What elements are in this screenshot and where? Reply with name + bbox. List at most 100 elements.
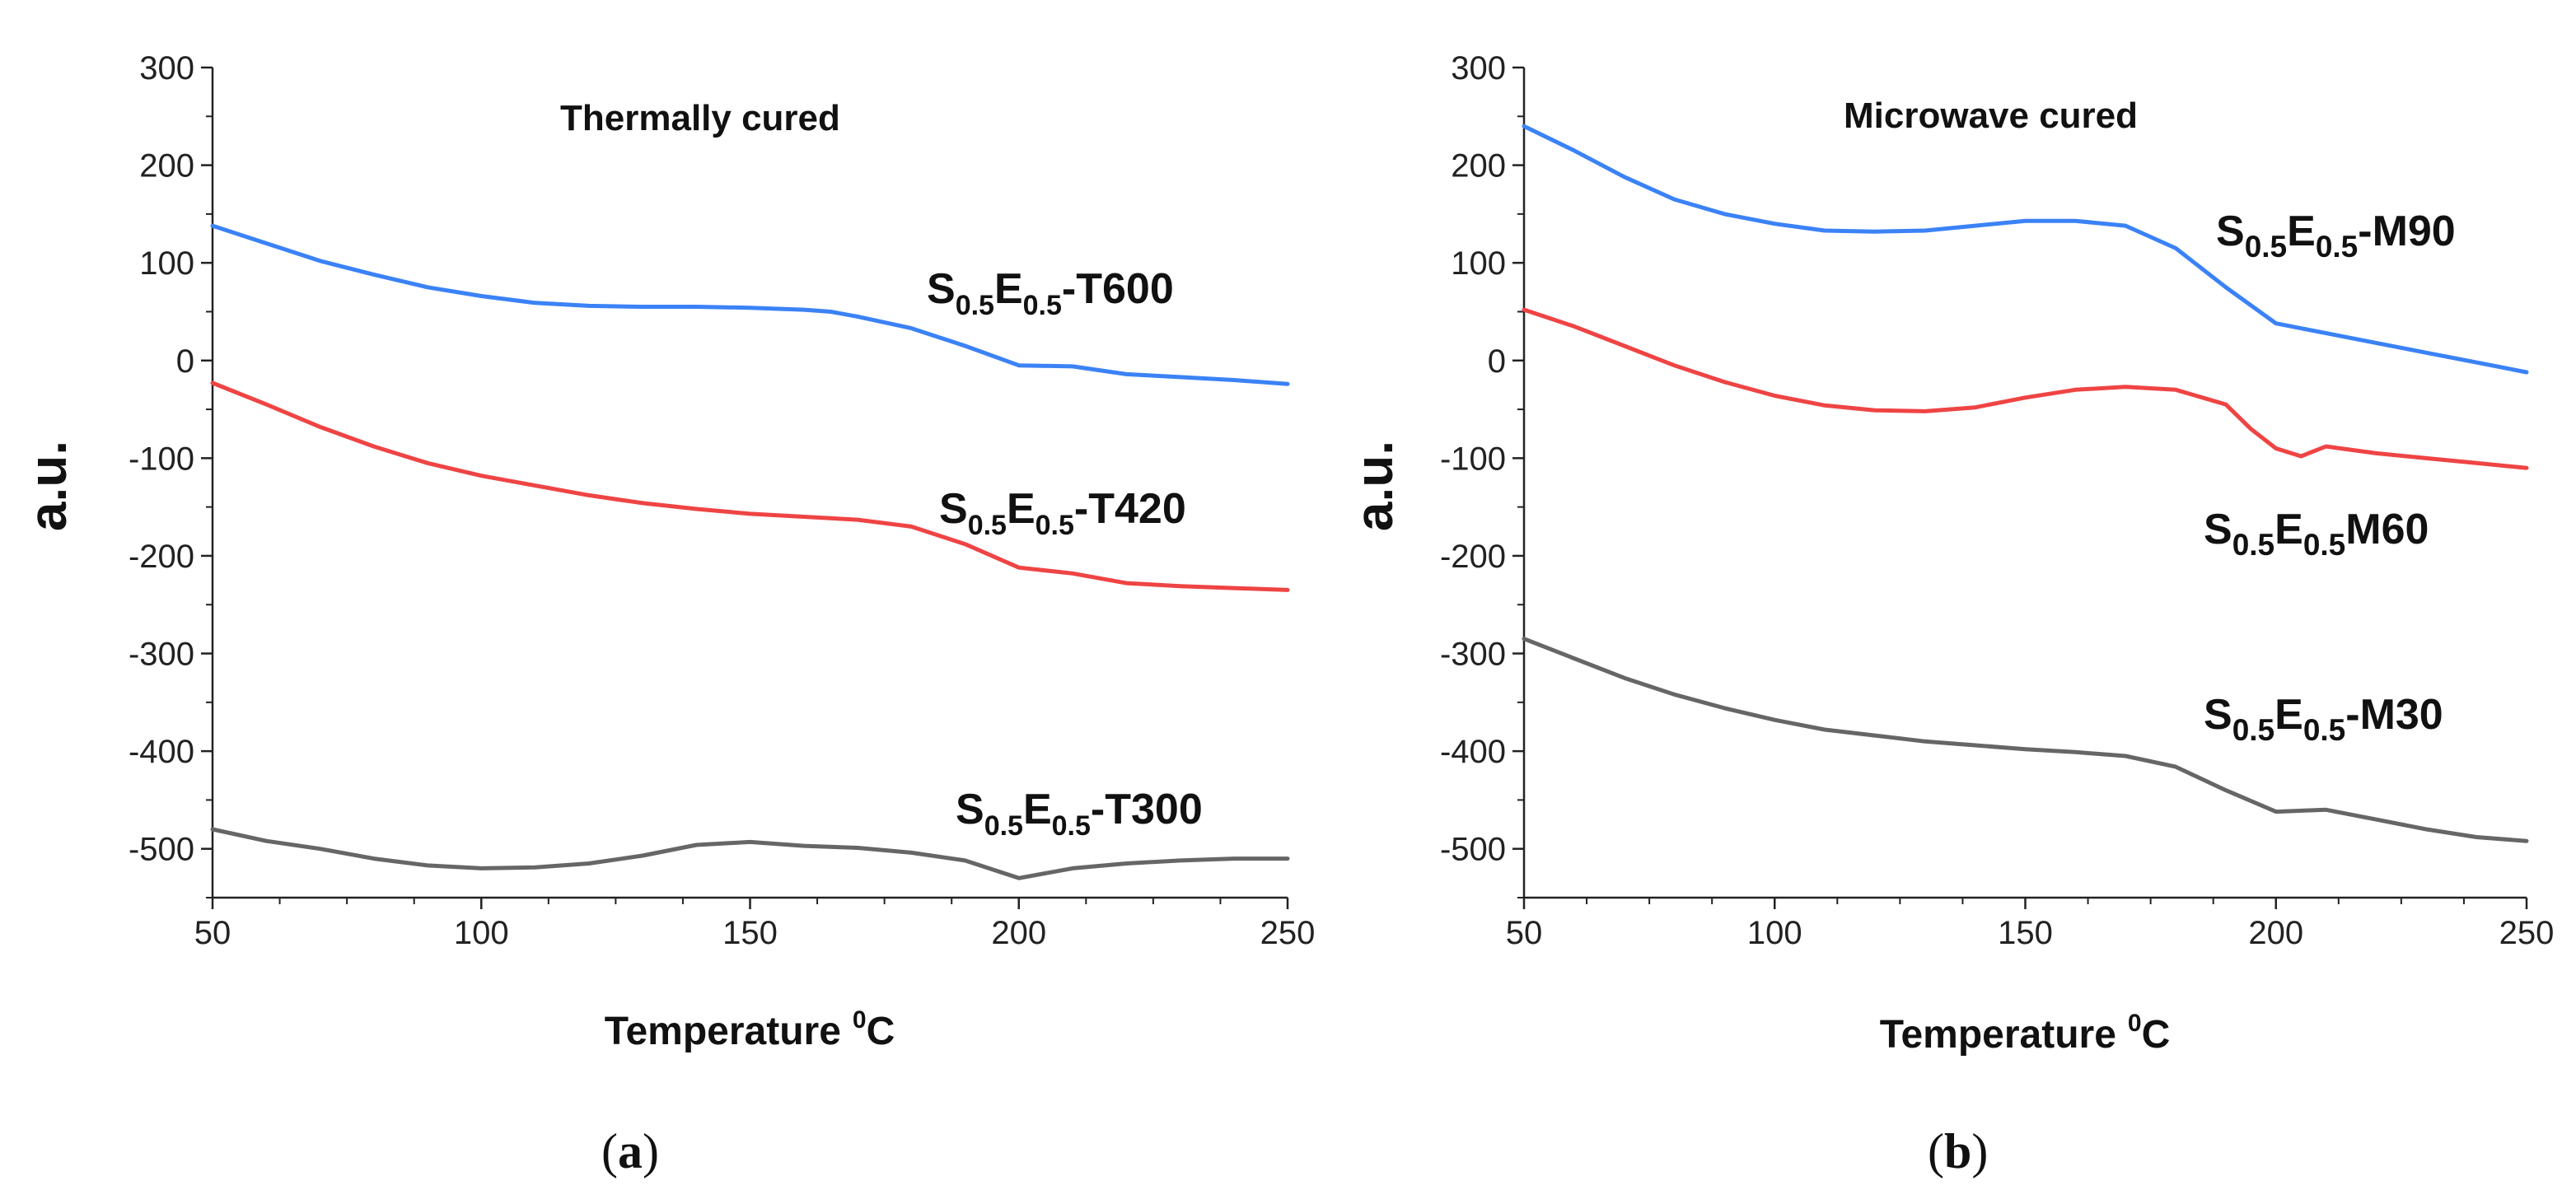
x-tick-value: 100 <box>1747 915 1802 951</box>
series-label-s-subscript: 0.5 <box>968 510 1007 541</box>
y-tick-value: 100 <box>139 245 194 282</box>
y-tick-value: 300 <box>1451 50 1506 86</box>
y-tick-label: 300 <box>139 50 194 86</box>
y-tick-value: 0 <box>1488 343 1506 380</box>
caption-open-paren: ( <box>1928 1124 1944 1178</box>
x-tick-label: 100 <box>1747 915 1802 951</box>
x-tick-label: 50 <box>1506 915 1543 951</box>
y-tick-value: 200 <box>139 148 194 184</box>
series-label-e: E <box>1023 786 1052 833</box>
y-tick-label: 200 <box>139 148 194 184</box>
y-tick-value: -100 <box>1440 441 1506 477</box>
x-tick-value: 250 <box>2499 915 2555 951</box>
series-line-t300 <box>210 827 1290 880</box>
x-tick-value: 200 <box>991 915 1046 951</box>
panel-caption: (a) <box>601 1124 659 1178</box>
x-tick-label: 150 <box>1998 915 2053 951</box>
panel-title: Thermally cured <box>560 98 840 138</box>
x-axis-title-superscript: 0 <box>2128 1010 2142 1037</box>
series-label-suffix: -T300 <box>1091 786 1203 833</box>
series-label-suffix: -T600 <box>1062 265 1174 313</box>
chart-panel-a: 300 200 100 0 -100 -200 -300 -400 -500 50 100 150 20… <box>18 50 1315 1178</box>
y-tick-label: -400 <box>129 734 194 770</box>
panel-title: Microwave cured <box>1844 96 2138 136</box>
x-axis-title-text: Temperature <box>1880 1013 2116 1057</box>
series-label-m30: S0.5E0.5-M30 <box>2204 691 2443 747</box>
y-tick-label: -300 <box>1440 637 1506 673</box>
series-label-s: S <box>2204 691 2232 739</box>
y-tick-value: 0 <box>176 343 194 380</box>
x-tick-label: 200 <box>991 915 1046 951</box>
y-tick-value: -100 <box>129 441 194 477</box>
y-tick-value: -200 <box>129 539 194 575</box>
panel-title-text: Microwave cured <box>1844 96 2138 136</box>
y-tick-value: -500 <box>129 832 194 868</box>
series-label-suffix: -M90 <box>2358 208 2455 255</box>
x-tick-label: 250 <box>1260 915 1316 951</box>
x-axis-title-superscript: 0 <box>853 1006 867 1034</box>
x-tick-value: 50 <box>1506 915 1543 951</box>
panel-title-text: Thermally cured <box>560 98 840 138</box>
y-tick-value: -500 <box>1440 832 1506 868</box>
series-label-e-subscript: 0.5 <box>1036 510 1074 541</box>
x-tick-label: 100 <box>454 915 509 951</box>
series-label-s-subscript: 0.5 <box>956 290 994 321</box>
series-label-t300: S0.5E0.5-T300 <box>956 786 1203 842</box>
series-label-s: S <box>956 786 984 833</box>
series-label-e: E <box>2274 506 2303 553</box>
series-label-t600: S0.5E0.5-T600 <box>927 265 1174 321</box>
y-tick-value: -300 <box>1440 637 1506 673</box>
y-tick-value: -400 <box>129 734 194 770</box>
series-line-m60 <box>1522 307 2529 470</box>
series-label-e-subscript: 0.5 <box>2303 713 2345 747</box>
y-tick-value: -200 <box>1440 539 1506 575</box>
y-tick-label: 200 <box>1451 148 1506 184</box>
y-tick-value: 200 <box>1451 148 1506 184</box>
series-label-suffix: -M30 <box>2345 691 2443 739</box>
series-label-m60: S0.5E0.5M60 <box>2204 506 2429 562</box>
x-axis-title: Temperature 0C <box>605 1006 895 1053</box>
series-label-s: S <box>2216 208 2245 255</box>
series-line-t600 <box>210 223 1290 386</box>
series-label-e-subscript: 0.5 <box>1052 810 1091 842</box>
series-label-s: S <box>939 485 968 533</box>
caption-letter: a <box>618 1124 643 1178</box>
series-label-s-subscript: 0.5 <box>984 810 1023 842</box>
y-tick-label: 300 <box>1451 50 1506 86</box>
series-label-e: E <box>1007 485 1036 533</box>
y-axis-title-text: a.u. <box>1344 441 1404 531</box>
x-axis-title-text: Temperature <box>605 1010 841 1053</box>
y-tick-value: -400 <box>1440 734 1506 770</box>
caption-close-paren: ) <box>643 1124 659 1178</box>
series-label-s-subscript: 0.5 <box>2245 230 2287 264</box>
series-line-m30 <box>1522 637 2529 843</box>
series-label-suffix: M60 <box>2345 506 2429 553</box>
series-label-s-subscript: 0.5 <box>2232 528 2274 562</box>
x-tick-label: 150 <box>722 915 778 951</box>
y-tick-label: -100 <box>1440 441 1506 477</box>
x-tick-label: 250 <box>2499 915 2555 951</box>
y-axis-title: a.u. <box>1344 441 1404 531</box>
series-line-t420 <box>210 380 1290 592</box>
y-tick-label: -100 <box>129 441 194 477</box>
series-label-m90: S0.5E0.5-M90 <box>2216 208 2456 264</box>
y-tick-label: -400 <box>1440 734 1506 770</box>
series-label-s: S <box>927 265 956 313</box>
series-label-suffix: -T420 <box>1074 485 1186 533</box>
caption-letter: b <box>1944 1124 1971 1178</box>
caption-open-paren: ( <box>601 1124 618 1178</box>
y-tick-value: -300 <box>129 637 194 673</box>
series-label-t420: S0.5E0.5-T420 <box>939 485 1186 541</box>
y-tick-label: 0 <box>176 343 194 380</box>
series-label-s-subscript: 0.5 <box>2232 713 2274 747</box>
chart-panel-b: 300 200 100 0 -100 -200 -300 -400 -500 50 100 150 20… <box>1344 50 2554 1178</box>
panel-caption: (b) <box>1928 1124 1988 1178</box>
x-tick-value: 150 <box>722 915 778 951</box>
x-tick-value: 50 <box>194 915 231 951</box>
x-axis-title-unit: C <box>2142 1013 2171 1057</box>
y-tick-label: -200 <box>129 539 194 575</box>
series-label-e-subscript: 0.5 <box>2316 230 2358 264</box>
y-axis-title-text: a.u. <box>18 441 77 531</box>
series-label-e-subscript: 0.5 <box>1023 290 1062 321</box>
